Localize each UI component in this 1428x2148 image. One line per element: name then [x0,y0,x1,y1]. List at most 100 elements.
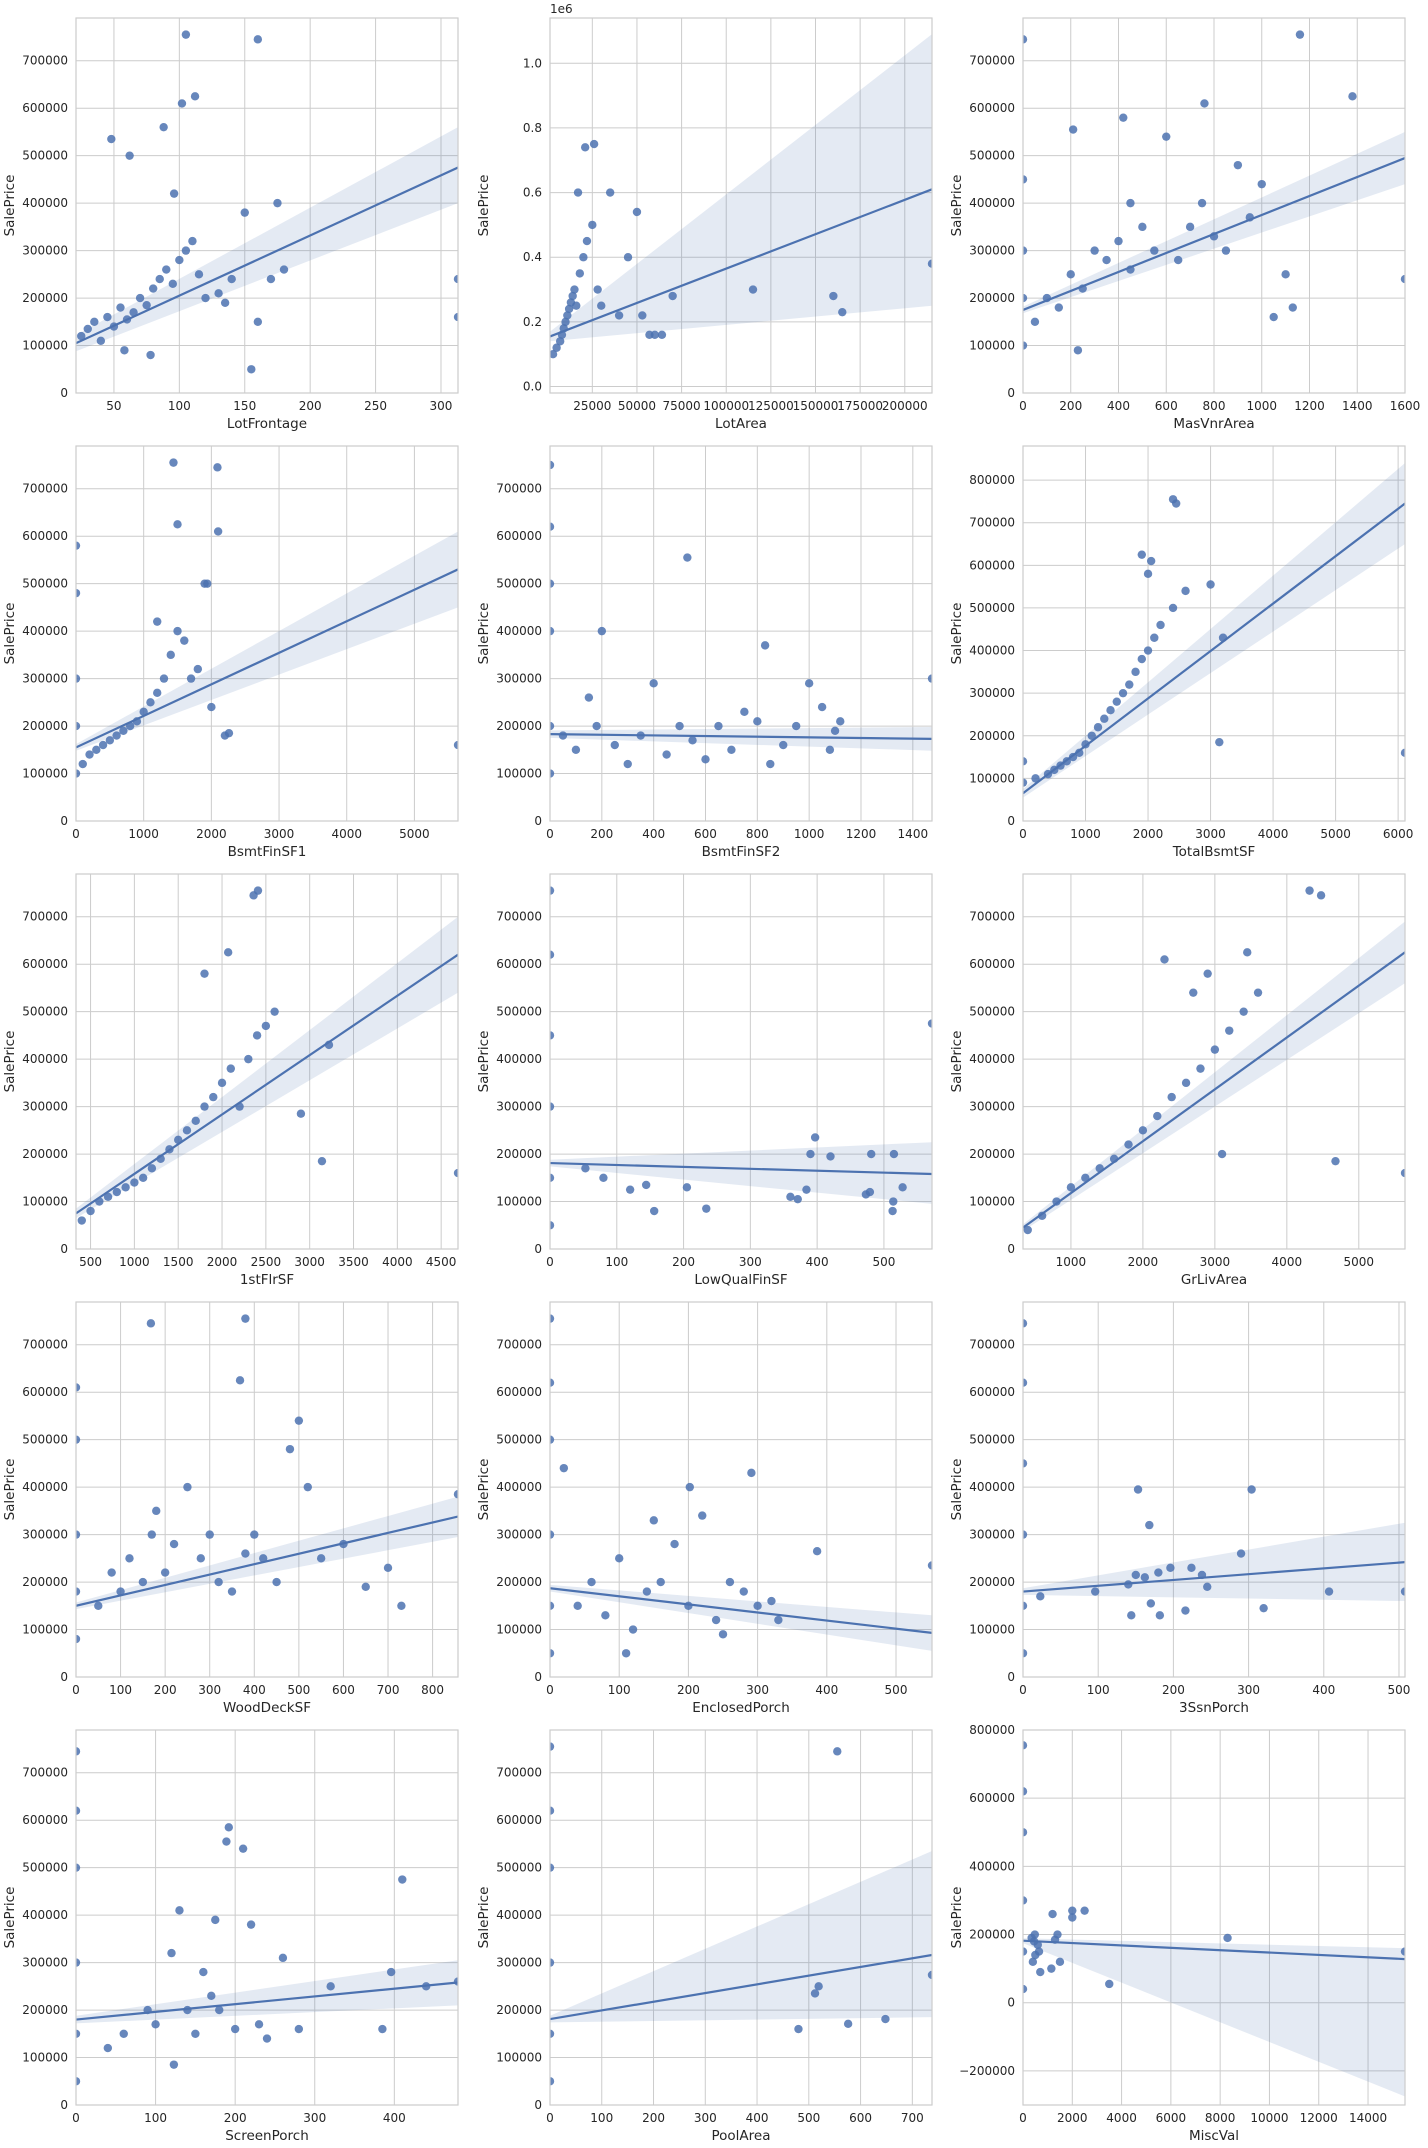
y-tick-label: 400000 [22,624,68,638]
data-point [116,303,125,312]
x-axis-label: 1stFlrSF [240,1272,294,1288]
y-tick-label: 700000 [496,1338,542,1352]
data-point [550,2077,555,2086]
data-point [169,458,178,467]
x-tick-label: 400 [1107,399,1130,413]
y-tick-label: 500000 [496,1005,542,1019]
x-tick-label: 1200 [1294,399,1325,413]
y-tick-label: 0 [1007,1996,1015,2010]
y-tick-label: 600000 [969,1385,1015,1399]
data-point [125,1554,134,1563]
data-point [1048,1909,1057,1919]
y-tick-label: 200000 [969,1147,1015,1161]
x-tick-label: 1500 [163,1255,194,1269]
data-point [649,679,658,688]
data-point [107,134,116,144]
y-tick-label: 400000 [969,1480,1015,1494]
data-point [230,2024,240,2034]
regression-line [550,1953,932,2021]
y-tick-label: 600000 [496,957,542,971]
plot-area [1023,1302,1405,1677]
data-point [1138,1126,1148,1135]
x-axis-label: LowQualFinSF [694,1272,787,1288]
data-point [662,750,671,759]
data-point [605,188,615,197]
data-point [1187,1563,1196,1573]
x-tick-label: 2000 [196,827,227,841]
data-point [552,343,561,352]
data-point [155,274,164,284]
data-point [1023,1459,1028,1468]
y-tick-label: −200000 [959,2064,1015,2078]
data-point [378,2024,387,2034]
data-point [1023,1225,1032,1235]
x-axis-label: WoodDeckSF [223,1700,311,1716]
x-tick-label: 4000 [1106,2111,1137,2125]
data-point [253,317,263,326]
data-point [146,1319,156,1328]
regression-line [550,188,932,338]
data-point [550,579,555,588]
y-tick-label: 100000 [969,771,1015,785]
regression-line [550,1587,932,1634]
data-point [550,1530,555,1539]
y-tick-label: 200000 [22,2003,68,2017]
data-point [1150,246,1159,255]
plot-frame [1022,1301,1406,1678]
data-point [77,331,86,341]
data-point [572,301,581,310]
data-point [1023,1601,1028,1610]
data-point [739,1587,748,1596]
x-tick-label: 1400 [898,827,929,841]
data-point [194,270,204,279]
data-point [550,721,555,731]
data-point [1047,1964,1056,1973]
data-point [1200,99,1209,108]
data-point [386,1967,396,1977]
x-tick-label: 2000 [1128,1255,1159,1269]
y-tick-label: 200000 [969,729,1015,743]
subplot-screenporch: 0 100 200 300 400 0 100000 200000 300000 400000 50… [2,1729,459,2144]
confidence-band [76,531,458,751]
data-point [238,1844,248,1853]
x-tick-label: 100 [1087,1683,1110,1697]
data-point [575,269,585,278]
data-point [843,2019,853,2029]
data-point [838,307,847,317]
x-axis-label: 3SsnPorch [1179,1700,1249,1716]
y-tick-label: 600000 [969,957,1015,971]
data-point [254,2020,264,2029]
data-point [1030,317,1040,326]
data-point [898,1183,907,1192]
data-point [1023,1896,1028,1905]
data-point [120,346,129,355]
data-point [105,736,115,745]
x-tick-label: 500 [885,1683,908,1697]
data-point [597,301,606,310]
x-tick-label: 0 [546,1255,554,1269]
data-point [1162,132,1171,141]
x-tick-label: 200 [1059,399,1082,413]
data-point [146,698,155,707]
regression-line [1023,1939,1405,1961]
x-tick-label: 4000 [331,827,362,841]
y-tick-label: 700000 [969,910,1015,924]
x-tick-label: 6000 [1383,827,1414,841]
x-tick-label: 200 [224,2111,247,2125]
x-axis-label: MasVnrArea [1173,416,1254,432]
data-point [1295,30,1305,39]
data-point [1023,1947,1028,1956]
subplot-1stflrsf: 500 1000 1500 2000 2500 3000 3500 4000 4500 0 1000… [2,873,459,1288]
data-point [119,2029,128,2038]
data-point [205,1530,214,1539]
confidence-band [1023,131,1405,314]
data-point [147,1164,157,1173]
data-point [641,1180,651,1190]
data-point [294,1416,304,1425]
data-point [76,541,81,550]
data-point [825,745,835,754]
data-point [1023,1787,1028,1796]
data-point [865,1187,875,1197]
data-point [550,1863,555,1872]
data-point [1131,667,1140,677]
